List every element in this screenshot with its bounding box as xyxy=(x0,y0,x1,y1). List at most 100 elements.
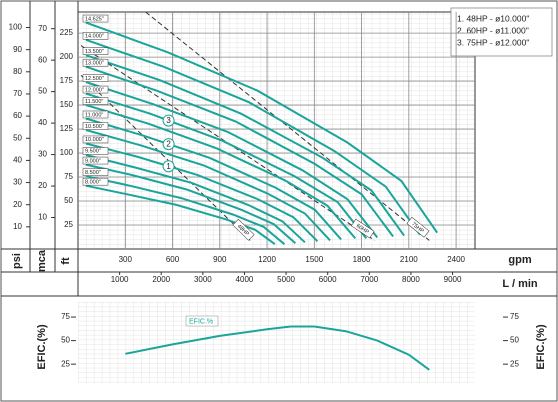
hp-label-box xyxy=(232,218,255,241)
mca-tick-label: 40 xyxy=(38,118,47,127)
efficiency-axis-title: EFIC.(%) xyxy=(36,324,48,370)
curve xyxy=(85,129,331,242)
psi-tick-label: 30 xyxy=(13,178,22,187)
curve-label: 10.000" xyxy=(85,137,104,143)
gpm-tick-label: 600 xyxy=(166,255,180,264)
curve xyxy=(85,38,421,236)
curve xyxy=(85,142,319,243)
curve-marker xyxy=(162,114,175,127)
curve-label-box xyxy=(82,147,109,155)
curve-label-box xyxy=(82,110,109,119)
lmin-tick-label: 1000 xyxy=(111,275,129,284)
curve-label-box xyxy=(82,156,109,165)
psi-tick-label: 10 xyxy=(13,222,22,231)
curve-label: 13.000" xyxy=(85,60,104,66)
curve-label-box xyxy=(82,32,109,40)
curve-label: 11.500" xyxy=(85,99,103,105)
legend-entry: 3. 75HP - ø12.000'' xyxy=(457,37,530,47)
gpm-tick-label: 1200 xyxy=(258,255,276,264)
curve-marker-text: 2 xyxy=(166,140,171,149)
hp-label-box xyxy=(406,216,430,238)
legend-box xyxy=(450,7,553,57)
curve-label-box xyxy=(82,177,109,186)
lmin-tick-label: 5000 xyxy=(277,275,295,284)
mca-tick-label: 70 xyxy=(38,24,47,33)
x2-axis-title: L / min xyxy=(502,278,538,290)
ft-tick-label: 25 xyxy=(64,220,73,229)
psi-axis-title: psi xyxy=(11,253,23,269)
curve-label: 11.000" xyxy=(85,112,103,118)
curve xyxy=(85,81,379,239)
curve-label-box xyxy=(82,122,109,130)
psi-tick-label: 90 xyxy=(13,45,22,54)
ft-tick-label: 125 xyxy=(60,124,74,133)
ft-tick-label: 175 xyxy=(60,76,74,85)
curve-label: 9.500" xyxy=(85,149,101,155)
gpm-tick-label: 1500 xyxy=(305,255,323,264)
curve xyxy=(85,21,439,234)
curve xyxy=(85,54,405,237)
eff-label-box xyxy=(185,315,219,327)
ft-tick-label: 75 xyxy=(64,172,73,181)
curve-label: 10.500" xyxy=(85,124,104,130)
psi-tick-label: 70 xyxy=(13,89,22,98)
mca-tick-label: 60 xyxy=(38,55,47,64)
curve xyxy=(85,184,276,246)
curve-label: 8.000" xyxy=(85,179,101,185)
mca-tick-label: 10 xyxy=(38,213,47,222)
ft-tick-label: 225 xyxy=(60,28,74,37)
hp-label-box xyxy=(351,218,375,239)
curve-marker xyxy=(162,160,175,173)
lmin-tick-label: 7000 xyxy=(360,275,378,284)
efficiency-plot-area xyxy=(78,302,475,383)
psi-tick-label: 50 xyxy=(13,133,22,142)
curve xyxy=(85,104,357,240)
curve-marker xyxy=(162,138,175,151)
curve-marker-text: 3 xyxy=(166,116,171,125)
legend-entry: 2. 60HP - ø11.000'' xyxy=(457,25,529,35)
curve-label: 14.625" xyxy=(85,16,104,22)
curve xyxy=(85,163,297,244)
curve xyxy=(85,65,394,238)
psi-tick-label: 80 xyxy=(13,67,22,76)
mca-tick-label: 20 xyxy=(38,181,47,190)
efficiency-axis-title-right: EFIC.(%) xyxy=(535,324,547,370)
curve-label-box xyxy=(82,85,109,94)
curve-label-box xyxy=(82,97,109,105)
lmin-tick-label: 2000 xyxy=(152,275,170,284)
gpm-tick-label: 2100 xyxy=(400,255,418,264)
hp-line xyxy=(145,11,430,241)
plot-area xyxy=(78,12,475,249)
ft-tick-label: 150 xyxy=(60,100,74,109)
ft-tick-label: 200 xyxy=(60,52,74,61)
curve xyxy=(125,325,430,371)
curve xyxy=(85,154,306,244)
curve-label-box xyxy=(82,74,109,82)
eff-tick-label-right: 50 xyxy=(510,336,519,345)
mca-tick-label: 30 xyxy=(38,150,47,159)
curve-label: 9.000" xyxy=(85,158,101,164)
psi-tick-label: 20 xyxy=(13,200,22,209)
ft-axis-title: ft xyxy=(60,257,72,265)
ft-tick-label: 50 xyxy=(64,196,73,205)
curve-label: 13.500" xyxy=(85,49,104,55)
gpm-tick-label: 900 xyxy=(213,255,227,264)
lmin-tick-label: 8000 xyxy=(402,275,420,284)
lmin-tick-label: 3000 xyxy=(194,275,212,284)
curve-marker-text: 1 xyxy=(166,162,171,171)
x-axis-title: gpm xyxy=(508,254,531,266)
eff-tick-label: 25 xyxy=(61,359,70,368)
eff-tick-label-right: 25 xyxy=(510,359,519,368)
lmin-tick-label: 9000 xyxy=(444,275,462,284)
curve-label-box xyxy=(82,58,109,67)
curve-label: 14.000" xyxy=(85,34,104,40)
ft-tick-label: 100 xyxy=(60,148,74,157)
lmin-tick-label: 6000 xyxy=(319,275,337,284)
curve xyxy=(85,117,342,241)
gpm-tick-label: 1800 xyxy=(353,255,371,264)
mca-axis-title: mca xyxy=(36,249,48,272)
eff-tick-label-right: 75 xyxy=(510,312,519,321)
curve xyxy=(85,175,286,245)
